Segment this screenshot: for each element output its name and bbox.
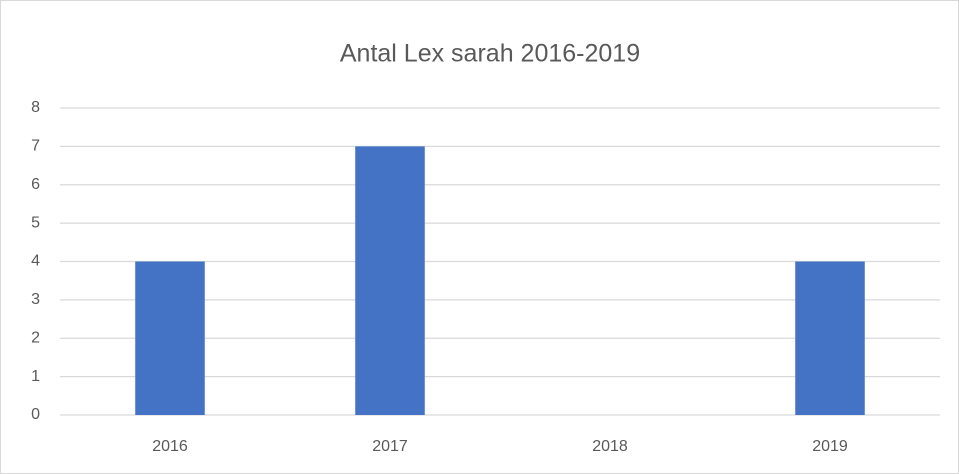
y-tick-label: 6 (31, 176, 40, 193)
y-tick-label: 8 (31, 99, 40, 116)
bar (135, 261, 205, 415)
y-tick-label: 1 (31, 368, 40, 385)
x-tick-label: 2016 (152, 438, 188, 455)
y-tick-label: 4 (31, 253, 40, 270)
bar (355, 146, 425, 415)
y-tick-label: 5 (31, 214, 40, 231)
x-tick-label: 2018 (592, 438, 628, 455)
x-tick-label: 2019 (812, 438, 848, 455)
y-tick-label: 7 (31, 138, 40, 155)
chart-title: Antal Lex sarah 2016-2019 (340, 40, 640, 68)
bar (795, 261, 865, 415)
y-tick-label: 2 (31, 329, 40, 346)
y-tick-label: 3 (31, 291, 40, 308)
y-tick-label: 0 (31, 406, 40, 423)
x-tick-label: 2017 (372, 438, 408, 455)
